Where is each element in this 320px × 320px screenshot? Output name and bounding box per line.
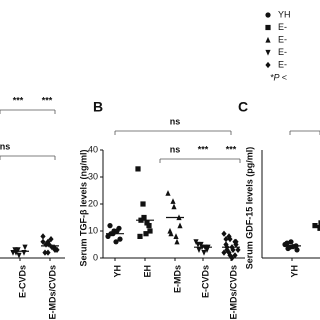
legend-label: YH [278,9,291,19]
panel-label: B [93,99,103,115]
y-tick-label: 0 [93,252,98,262]
x-tick-label: E-MDs [172,265,182,293]
data-point [195,241,201,248]
data-point [40,233,46,240]
data-point [221,249,227,256]
data-point [285,245,291,252]
legend-label: E- [278,47,287,57]
data-point [221,230,227,237]
significance-label: ns [170,116,181,126]
data-point [135,166,141,172]
data-point [230,246,236,253]
data-point [48,236,54,243]
significance-label: *** [198,144,209,154]
data-point [141,214,147,221]
y-tick-label: 10 [88,225,98,235]
data-point [40,238,46,245]
x-tick-label: YH [112,265,122,278]
legend-marker [265,36,271,43]
significance-label: ns [0,141,10,151]
data-point [290,244,296,250]
x-tick-label: E-CVDs [200,265,210,298]
data-point [146,223,152,229]
data-point [233,238,239,245]
significance-label: ns [170,144,181,154]
legend-marker [265,49,271,56]
data-point [288,239,294,245]
data-point [107,223,113,229]
legend-marker [265,12,271,18]
data-point [173,233,179,239]
data-point [22,244,28,251]
legend-marker [265,24,271,31]
data-point [165,190,171,196]
legend-note: *P < [270,72,287,82]
data-point [170,198,176,204]
data-point [114,228,120,234]
data-point [227,236,233,243]
data-point [140,201,146,207]
data-point [168,230,174,237]
data-point [224,246,230,253]
legend-label: E- [278,34,287,44]
x-tick-label: E-CVDs [17,265,27,298]
data-point [284,240,290,246]
significance-label: *** [226,144,237,154]
data-point [318,220,320,226]
data-point [294,247,300,253]
data-point [117,236,123,242]
x-tick-label: E-MDs/CVDs [228,265,238,320]
data-point [171,203,177,210]
y-tick-label: 20 [88,198,98,208]
data-point [42,249,48,256]
data-point [174,238,180,245]
data-point [113,239,119,245]
data-point [137,233,143,239]
x-tick-label: YH [289,265,299,278]
data-point [177,222,183,229]
data-point [147,228,153,234]
y-axis-label: Serum TGF-β levels (ng/ml) [78,149,88,266]
data-point [196,247,202,253]
data-point [232,252,238,259]
data-point [317,225,320,231]
data-point [144,220,150,226]
data-point [54,246,60,253]
data-point [201,250,207,256]
significance-label: *** [42,95,53,105]
data-point [223,236,229,243]
x-tick-label: EH [142,265,152,278]
data-point [16,252,22,259]
panel-label: C [238,99,248,115]
data-point [143,231,149,237]
y-axis-label: Serum GDF-15 levels (pg/ml) [244,147,254,270]
y-tick-label: 30 [88,171,98,181]
legend-label: E- [278,22,287,32]
x-tick-label: E-MDs/CVDs [47,265,57,320]
data-point [229,254,235,262]
significance-label: *** [13,95,24,105]
data-point [227,252,233,259]
data-point [45,249,51,256]
legend-label: E- [278,59,287,69]
data-point [235,246,241,253]
y-tick-label: 40 [88,144,98,154]
legend-marker [265,61,271,69]
